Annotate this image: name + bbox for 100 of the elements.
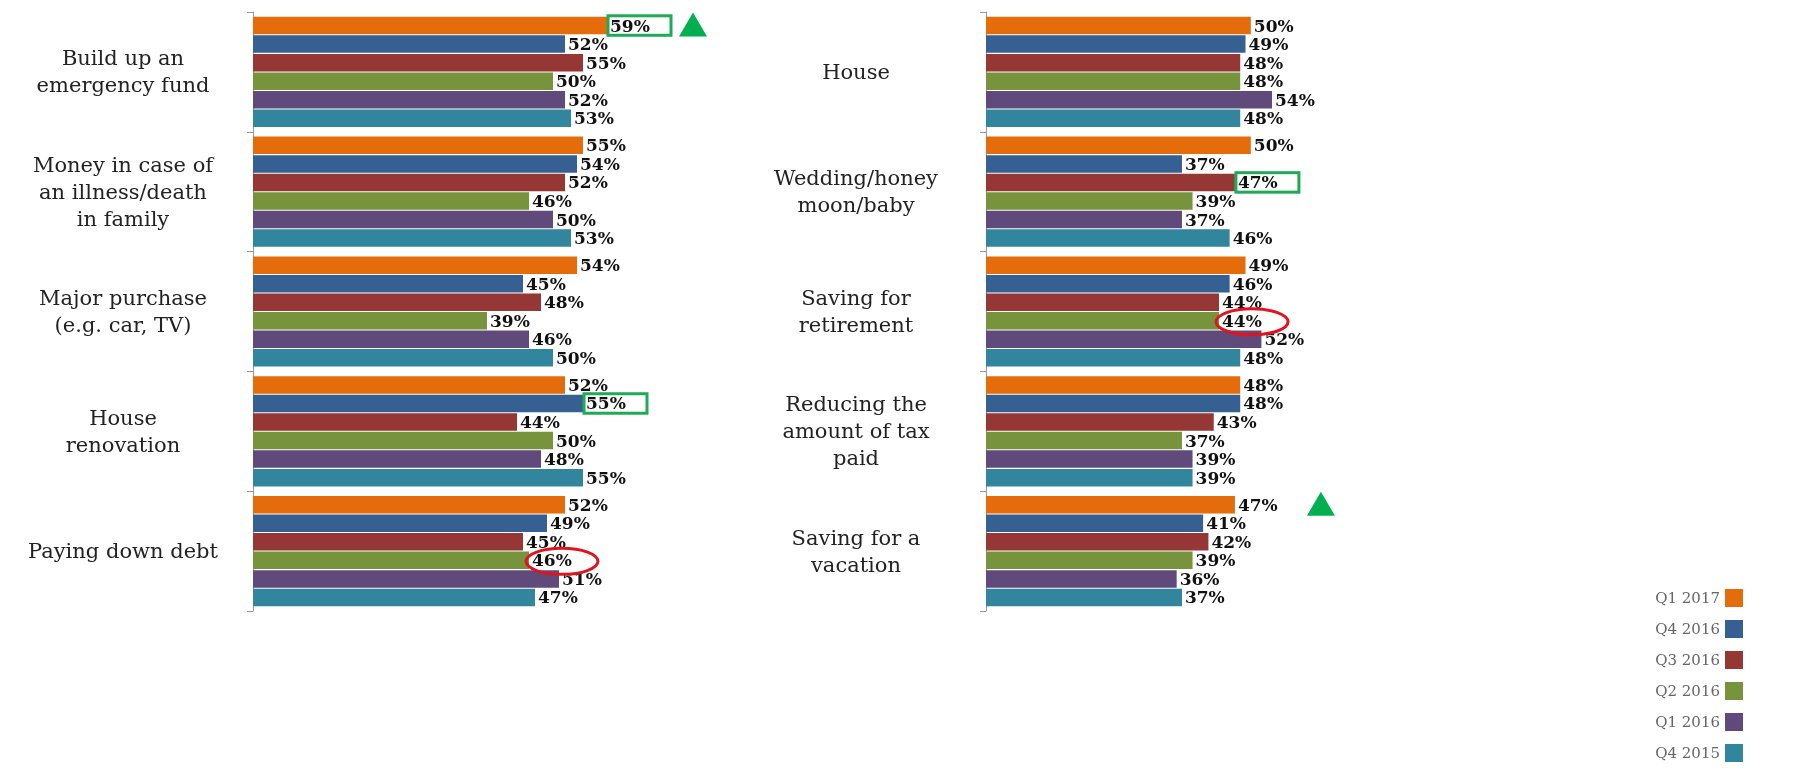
data-label: 47%: [1237, 494, 1278, 515]
legend-label: Q3 2016: [1655, 651, 1720, 669]
data-label: 48%: [1243, 108, 1284, 129]
data-label: 46%: [532, 329, 572, 350]
bar: [253, 274, 523, 293]
data-label: 55%: [586, 52, 626, 73]
data-label: 52%: [568, 89, 608, 110]
bar: [253, 588, 535, 607]
data-label: 48%: [1243, 71, 1284, 92]
bar: [986, 192, 1193, 210]
data-label: 54%: [1275, 89, 1315, 110]
data-label: 44%: [520, 412, 560, 433]
data-label: 39%: [1195, 449, 1236, 470]
data-label: 52%: [1264, 329, 1305, 350]
bar: [253, 155, 577, 173]
bar: [986, 53, 1241, 72]
bar: [253, 136, 583, 155]
data-label: 48%: [1243, 52, 1284, 73]
legend-label: Q4 2015: [1655, 744, 1720, 762]
legend-label: Q2 2016: [1655, 682, 1720, 700]
data-label: 48%: [1243, 374, 1284, 395]
data-label: 53%: [574, 228, 614, 249]
bar: [253, 229, 571, 247]
y-tick-label: Reducing the amount of tax paid: [782, 392, 930, 471]
bar: [986, 376, 1241, 394]
data-label: 49%: [550, 513, 590, 534]
y-tick-label: Wedding/honey moon/baby: [774, 166, 939, 218]
data-label: 36%: [1179, 568, 1220, 589]
data-label: 46%: [1232, 273, 1273, 294]
bar: [253, 551, 529, 570]
bar: [986, 431, 1182, 450]
bar: [986, 210, 1182, 229]
data-label: 50%: [1253, 135, 1294, 156]
data-label: 37%: [1184, 209, 1225, 230]
bar: [986, 495, 1235, 514]
y-tick-label: Money in case of an illness/death in family: [32, 152, 216, 231]
bar: [986, 450, 1193, 468]
bar: [253, 72, 553, 90]
data-label: 37%: [1184, 430, 1225, 451]
y-tick-label: Saving for a vacation: [791, 525, 921, 577]
bar: [253, 394, 583, 413]
data-label: 37%: [1184, 587, 1225, 608]
data-label: 50%: [556, 71, 596, 92]
y-tick-label: House: [822, 59, 890, 84]
data-label: 50%: [556, 430, 596, 451]
y-tick-label: Saving for retirement: [798, 286, 914, 337]
bar: [253, 413, 517, 431]
data-label: 48%: [544, 449, 584, 470]
bar: [253, 173, 565, 192]
data-label: 48%: [1243, 393, 1284, 414]
bar: [986, 330, 1262, 349]
data-label: 47%: [538, 587, 578, 608]
bar: [986, 413, 1214, 431]
bar: [253, 293, 541, 311]
data-label: 46%: [1232, 228, 1273, 249]
data-label: 39%: [1195, 550, 1236, 571]
bar: [253, 514, 547, 533]
data-label: 48%: [544, 292, 584, 313]
bar: [253, 256, 577, 274]
bar: [986, 349, 1241, 367]
bar: [253, 192, 529, 210]
bar: [986, 312, 1220, 330]
data-label: 45%: [526, 531, 566, 552]
data-label: 39%: [1195, 467, 1236, 488]
bar: [986, 173, 1235, 192]
bar: [253, 349, 553, 367]
bar: [986, 155, 1182, 173]
data-label: 46%: [532, 550, 572, 571]
data-label: 50%: [556, 347, 596, 368]
bar: [253, 495, 565, 514]
data-label: 42%: [1211, 531, 1252, 552]
data-label: 44%: [1222, 292, 1262, 313]
data-label: 45%: [526, 273, 566, 294]
legend-label: Q1 2017: [1655, 589, 1720, 607]
bar: [253, 35, 565, 53]
bar: [253, 90, 565, 109]
data-label: 43%: [1216, 412, 1257, 433]
bar: [986, 229, 1230, 247]
data-label: 52%: [568, 34, 608, 55]
data-label: 47%: [1237, 172, 1278, 193]
bar: [986, 293, 1220, 311]
data-label: 50%: [1253, 15, 1294, 36]
bar: [253, 376, 565, 394]
data-label: 59%: [610, 15, 650, 36]
data-label: 55%: [586, 393, 626, 414]
y-tick-label: Paying down debt: [28, 539, 219, 564]
bar: [986, 35, 1246, 53]
bar: [253, 330, 529, 349]
legend-label: Q4 2016: [1655, 620, 1720, 638]
data-label: 44%: [1222, 310, 1262, 331]
bar: [253, 53, 583, 72]
bar: [986, 16, 1251, 35]
bar: [986, 90, 1272, 109]
y-tick-label: Major purchase (e.g. car, TV): [39, 286, 207, 337]
bar: [986, 256, 1246, 274]
data-label: 52%: [568, 172, 608, 193]
bar: [986, 570, 1177, 588]
data-label: 48%: [1243, 347, 1284, 368]
legend-label: Q1 2016: [1655, 713, 1720, 731]
bar: [253, 16, 607, 35]
